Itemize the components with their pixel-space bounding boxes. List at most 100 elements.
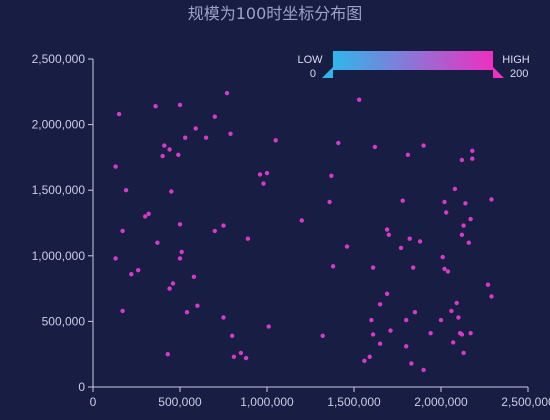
scatter-point[interactable] xyxy=(405,152,411,157)
scatter-point[interactable] xyxy=(167,286,172,291)
scatter-point[interactable] xyxy=(412,310,418,315)
scatter-point[interactable] xyxy=(454,300,459,306)
scatter-point[interactable] xyxy=(470,156,475,161)
scatter-point[interactable] xyxy=(470,148,475,153)
scatter-point[interactable] xyxy=(370,332,376,337)
scatter-point[interactable] xyxy=(146,211,151,216)
scatter-point[interactable] xyxy=(165,352,170,357)
scatter-point[interactable] xyxy=(221,315,226,320)
scatter-point[interactable] xyxy=(329,173,334,178)
scatter-point[interactable] xyxy=(463,201,468,206)
scatter-point[interactable] xyxy=(266,324,271,329)
scatter-point[interactable] xyxy=(468,216,473,222)
scatter-point[interactable] xyxy=(400,198,405,203)
scatter-point[interactable] xyxy=(123,188,129,193)
scatter-point[interactable] xyxy=(120,308,125,314)
visual-map-gradient-bar[interactable] xyxy=(333,51,493,70)
scatter-point[interactable] xyxy=(367,354,372,359)
scatter-point[interactable] xyxy=(404,344,409,349)
scatter-point[interactable] xyxy=(261,181,266,186)
scatter-point[interactable] xyxy=(153,104,158,109)
scatter-point[interactable] xyxy=(177,102,183,108)
scatter-point[interactable] xyxy=(398,245,404,251)
scatter-point[interactable] xyxy=(357,97,362,102)
scatter-point[interactable] xyxy=(257,172,263,177)
scatter-point[interactable] xyxy=(466,240,471,245)
visual-map-max-handle[interactable] xyxy=(493,67,504,78)
scatter-point[interactable] xyxy=(411,265,416,270)
scatter-point[interactable] xyxy=(461,223,466,228)
scatter-point[interactable] xyxy=(445,269,451,274)
scatter-point[interactable] xyxy=(183,135,188,140)
scatter-point[interactable] xyxy=(452,186,458,192)
scatter-point[interactable] xyxy=(170,281,176,286)
scatter-point[interactable] xyxy=(193,126,198,131)
scatter-point[interactable] xyxy=(442,266,447,272)
scatter-point[interactable] xyxy=(386,232,391,237)
scatter-point[interactable] xyxy=(120,228,125,234)
scatter-point[interactable] xyxy=(451,340,456,345)
scatter-point[interactable] xyxy=(449,308,454,314)
scatter-point[interactable] xyxy=(179,249,184,255)
scatter-point[interactable] xyxy=(160,153,165,159)
scatter-point[interactable] xyxy=(155,240,160,245)
scatter-point[interactable] xyxy=(212,228,217,234)
scatter-point[interactable] xyxy=(388,328,393,333)
scatter-point[interactable] xyxy=(461,350,466,356)
scatter-point[interactable] xyxy=(459,157,465,163)
scatter-point[interactable] xyxy=(459,332,465,337)
scatter-point[interactable] xyxy=(407,236,412,241)
scatter-point[interactable] xyxy=(195,303,200,308)
scatter-point[interactable] xyxy=(489,197,494,202)
scatter-point[interactable] xyxy=(245,236,251,241)
scatter-point[interactable] xyxy=(136,268,141,273)
scatter-point[interactable] xyxy=(273,138,278,143)
scatter-point[interactable] xyxy=(404,317,409,323)
scatter-point[interactable] xyxy=(212,114,217,119)
scatter-point[interactable] xyxy=(327,199,332,205)
scatter-point[interactable] xyxy=(116,111,122,117)
scatter-point[interactable] xyxy=(428,331,433,336)
scatter-point[interactable] xyxy=(370,265,376,270)
scatter-point[interactable] xyxy=(372,144,378,150)
scatter-point[interactable] xyxy=(113,164,118,169)
scatter-point[interactable] xyxy=(230,333,235,338)
scatter-point[interactable] xyxy=(384,227,390,232)
scatter-point[interactable] xyxy=(440,254,445,260)
scatter-point[interactable] xyxy=(129,272,134,277)
scatter-point[interactable] xyxy=(191,274,197,279)
scatter-point[interactable] xyxy=(369,317,374,323)
scatter-point[interactable] xyxy=(330,264,336,269)
scatter-point[interactable] xyxy=(485,282,491,287)
scatter-point[interactable] xyxy=(320,333,325,338)
scatter-point[interactable] xyxy=(421,143,426,148)
scatter-point[interactable] xyxy=(162,143,167,148)
scatter-point[interactable] xyxy=(438,317,444,323)
visual-map[interactable]: LOW HIGH 0 200 xyxy=(297,51,530,80)
scatter-point[interactable] xyxy=(176,152,181,157)
scatter-point[interactable] xyxy=(489,294,494,299)
scatter-point[interactable] xyxy=(143,214,148,219)
scatter-point[interactable] xyxy=(169,189,174,194)
scatter-point[interactable] xyxy=(167,147,172,152)
scatter-point[interactable] xyxy=(184,310,190,315)
scatter-point[interactable] xyxy=(377,341,383,346)
scatter-point[interactable] xyxy=(362,358,367,363)
scatter-point[interactable] xyxy=(177,256,183,261)
scatter-point[interactable] xyxy=(384,291,390,296)
scatter-point[interactable] xyxy=(224,90,230,96)
scatter-point[interactable] xyxy=(459,232,465,237)
scatter-point[interactable] xyxy=(299,218,304,223)
visual-map-min-handle[interactable] xyxy=(322,67,333,78)
scatter-point[interactable] xyxy=(417,239,423,244)
scatter-point[interactable] xyxy=(409,361,414,366)
scatter-point[interactable] xyxy=(203,135,209,140)
scatter-point[interactable] xyxy=(421,367,426,373)
scatter-point[interactable] xyxy=(377,302,383,307)
scatter-point[interactable] xyxy=(231,354,237,359)
scatter-point[interactable] xyxy=(344,244,350,249)
scatter-point[interactable] xyxy=(336,140,341,146)
scatter-point[interactable] xyxy=(444,210,449,215)
scatter-point[interactable] xyxy=(113,256,118,261)
scatter-point[interactable] xyxy=(221,223,226,228)
